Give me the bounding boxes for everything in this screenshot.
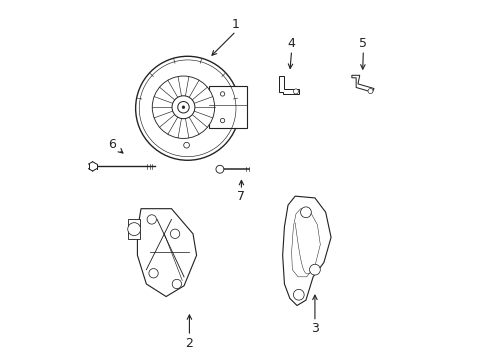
Text: 3: 3: [311, 322, 319, 335]
Polygon shape: [283, 196, 331, 306]
Circle shape: [172, 96, 195, 119]
Text: 1: 1: [232, 18, 240, 31]
Polygon shape: [352, 75, 374, 92]
Circle shape: [128, 223, 141, 235]
Circle shape: [368, 89, 373, 94]
Text: 5: 5: [359, 37, 368, 50]
Text: 7: 7: [238, 190, 245, 203]
Bar: [128, 220, 140, 239]
Circle shape: [300, 207, 311, 218]
Polygon shape: [159, 139, 216, 151]
Circle shape: [152, 76, 215, 139]
Circle shape: [184, 142, 190, 148]
Circle shape: [294, 289, 304, 300]
Circle shape: [178, 102, 189, 113]
Circle shape: [136, 56, 240, 160]
Circle shape: [147, 215, 156, 224]
Circle shape: [172, 279, 181, 289]
Circle shape: [216, 165, 224, 173]
Circle shape: [171, 229, 180, 238]
Circle shape: [294, 89, 298, 94]
Circle shape: [220, 92, 225, 96]
Text: 6: 6: [108, 138, 116, 150]
Circle shape: [220, 118, 225, 123]
Polygon shape: [279, 76, 299, 94]
Bar: [209, 86, 247, 128]
Circle shape: [182, 106, 185, 109]
Text: 2: 2: [186, 337, 194, 350]
Polygon shape: [137, 209, 196, 297]
Text: 4: 4: [288, 37, 295, 50]
Circle shape: [149, 269, 158, 278]
Circle shape: [310, 264, 320, 275]
